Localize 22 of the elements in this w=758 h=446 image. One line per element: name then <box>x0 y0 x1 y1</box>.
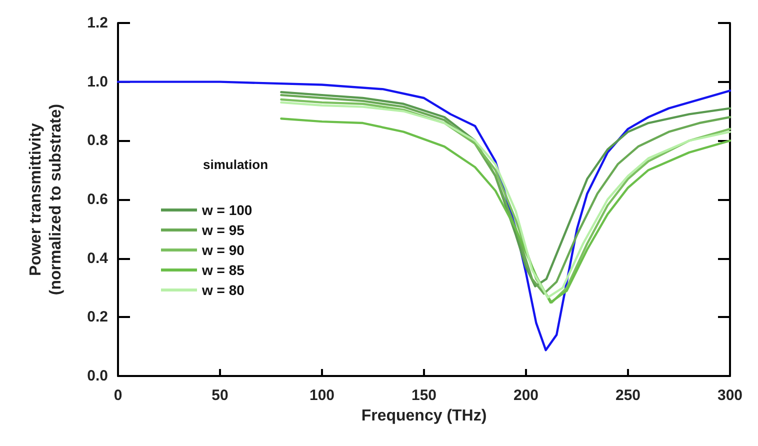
y-tick-label: 0.2 <box>87 308 108 326</box>
legend-title: simulation <box>203 157 268 172</box>
x-tick-label: 300 <box>717 387 743 404</box>
x-axis-title: Frequency (THz) <box>361 407 487 424</box>
y-tick-label: 0.4 <box>87 250 109 267</box>
legend-label: w = 90 <box>201 242 245 258</box>
y-tick-label: 1.2 <box>87 14 108 32</box>
x-tick-label: 150 <box>411 387 437 404</box>
y-tick-label: 0.0 <box>87 368 108 384</box>
x-tick-label: 50 <box>212 387 228 404</box>
legend-label: w = 85 <box>201 262 245 278</box>
x-tick-label: 200 <box>513 387 539 404</box>
x-tick-label: 100 <box>309 387 335 404</box>
y-tick-label: 1.0 <box>87 73 108 90</box>
x-tick-label: 250 <box>615 387 641 404</box>
y-tick-label: 0.8 <box>87 132 108 150</box>
y-axis-title: Power transmittivity (normalized to substrate) <box>28 104 64 296</box>
legend-label: w = 100 <box>201 202 252 218</box>
legend-label: w = 80 <box>201 282 245 298</box>
y-tick-label: 0.6 <box>87 191 108 208</box>
legend-label: w = 95 <box>201 222 245 238</box>
x-tick-label: 0 <box>114 387 122 404</box>
